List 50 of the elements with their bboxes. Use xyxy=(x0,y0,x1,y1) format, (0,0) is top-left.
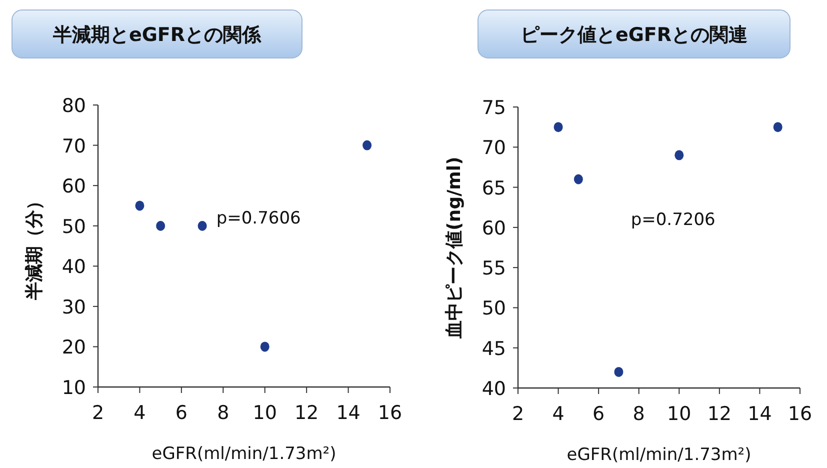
point xyxy=(260,342,270,352)
y-tick-label: 10 xyxy=(62,377,86,399)
y-tick-label: 40 xyxy=(62,256,86,278)
point xyxy=(674,150,684,160)
chart-title: 半減期とeGFRとの関係 xyxy=(52,24,262,46)
y-tick-label: 80 xyxy=(62,95,86,117)
y-tick-label: 70 xyxy=(482,137,506,160)
y-axis-title: 半減期（分） xyxy=(24,192,45,301)
y-tick-label: 60 xyxy=(62,176,86,198)
y-axis-title: 血中ピーク値(ng/ml) xyxy=(444,156,465,340)
y-tick-label: 75 xyxy=(482,97,506,119)
y-tick-label: 50 xyxy=(62,216,86,238)
x-tick-label: 6 xyxy=(175,402,188,424)
point xyxy=(574,174,583,184)
x-tick-label: 14 xyxy=(336,402,360,424)
y-tick-label: 30 xyxy=(62,296,86,318)
x-tick-label: 10 xyxy=(252,402,277,424)
y-tick-label: 70 xyxy=(62,135,86,158)
point xyxy=(362,140,372,150)
x-tick-label: 2 xyxy=(92,402,104,424)
x-tick-label: 2 xyxy=(512,403,524,425)
chart-title: ピーク値とeGFRとの関連 xyxy=(520,24,748,46)
y-tick-label: 55 xyxy=(482,258,506,280)
x-tick-label: 4 xyxy=(552,403,564,425)
x-tick-label: 10 xyxy=(667,403,692,425)
y-tick-label: 20 xyxy=(62,336,86,359)
x-tick-label: 4 xyxy=(134,402,146,424)
x-axis-title: eGFR(ml/min/1.73m²) xyxy=(566,445,752,465)
x-tick-label: 16 xyxy=(378,402,402,424)
point xyxy=(554,122,563,132)
x-tick-label: 16 xyxy=(788,403,812,425)
annotation: p=0.7606 xyxy=(216,208,301,228)
point xyxy=(773,122,782,132)
x-tick-label: 8 xyxy=(632,403,645,425)
x-tick-label: 12 xyxy=(707,403,732,425)
point xyxy=(614,366,624,377)
y-tick-label: 65 xyxy=(482,177,506,200)
x-tick-label: 12 xyxy=(294,402,319,424)
x-axis-title: eGFR(ml/min/1.73m²) xyxy=(152,444,336,464)
y-tick-label: 40 xyxy=(482,378,506,400)
point xyxy=(198,220,207,231)
x-tick-label: 14 xyxy=(748,403,772,425)
x-tick-label: 8 xyxy=(217,402,230,424)
x-tick-label: 6 xyxy=(592,403,605,425)
y-tick-label: 60 xyxy=(482,217,506,240)
y-tick-label: 45 xyxy=(482,338,506,360)
y-tick-label: 50 xyxy=(482,298,506,320)
annotation: p=0.7206 xyxy=(630,210,716,230)
point xyxy=(135,200,144,211)
point xyxy=(156,220,166,231)
